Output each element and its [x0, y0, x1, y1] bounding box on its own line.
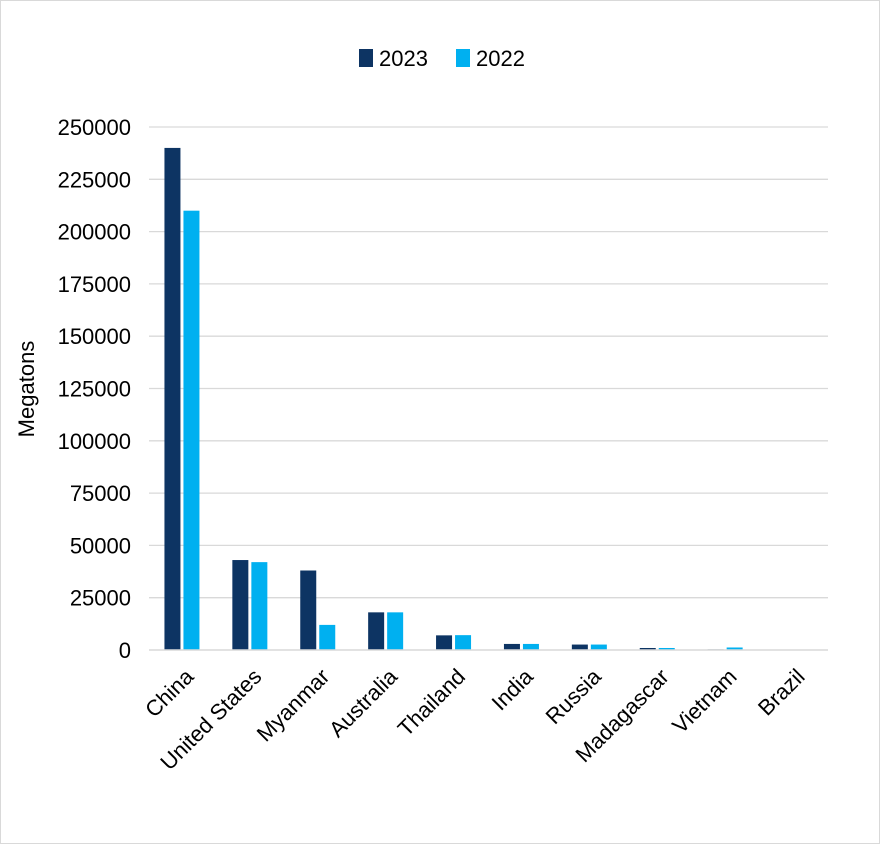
x-tick-label: Russia	[541, 663, 607, 729]
bar-2023-australia	[368, 612, 385, 650]
bar-2023-myanmar	[300, 570, 317, 650]
y-tick-label: 0	[119, 638, 131, 663]
bar-2022-australia	[387, 612, 404, 650]
y-axis-label: Megatons	[14, 341, 39, 438]
legend-label: 2022	[476, 46, 525, 71]
bar-2022-myanmar	[319, 624, 336, 650]
y-tick-label: 25000	[70, 586, 131, 611]
y-tick-label: 100000	[58, 429, 131, 454]
y-tick-label: 125000	[58, 377, 131, 402]
y-tick-label: 225000	[58, 167, 131, 192]
bar-2023-china	[164, 147, 181, 651]
bar-2022-united-states	[251, 562, 268, 650]
legend: 2023 2022	[359, 46, 525, 71]
bars	[164, 147, 811, 651]
bar-2023-india	[503, 643, 520, 650]
bar-2023-russia	[571, 644, 588, 650]
bar-2022-thailand	[455, 635, 472, 650]
bar-2023-thailand	[436, 635, 453, 650]
bar-2022-vietnam	[726, 647, 743, 650]
x-tick-label: China	[140, 663, 199, 722]
y-tick-label: 250000	[58, 115, 131, 140]
x-tick-label: Vietnam	[667, 664, 741, 738]
legend-label: 2023	[379, 46, 428, 71]
legend-swatch-2022	[456, 49, 470, 67]
x-tick-label: Thailand	[393, 664, 470, 741]
y-tick-label: 150000	[58, 324, 131, 349]
y-tick-label: 200000	[58, 220, 131, 245]
bar-2023-madagascar	[639, 647, 656, 650]
y-tick-label: 50000	[70, 533, 131, 558]
y-axis-tick-labels: 0 25000 50000 75000 100000 125000 150000 175000…	[58, 115, 131, 663]
y-tick-label: 75000	[70, 481, 131, 506]
gridlines	[149, 126, 828, 599]
bar-2023-united-states	[232, 560, 249, 650]
y-tick-label: 175000	[58, 272, 131, 297]
bar-2022-india	[522, 643, 539, 650]
x-tick-label: Myanmar	[252, 664, 335, 747]
legend-swatch-2023	[359, 49, 373, 67]
x-tick-label: India	[487, 663, 539, 715]
bar-2022-russia	[590, 644, 607, 650]
x-tick-label: Australia	[324, 663, 403, 742]
bar-2022-china	[183, 210, 200, 650]
bar-2022-madagascar	[658, 647, 675, 650]
x-tick-label: Brazil	[753, 664, 810, 721]
